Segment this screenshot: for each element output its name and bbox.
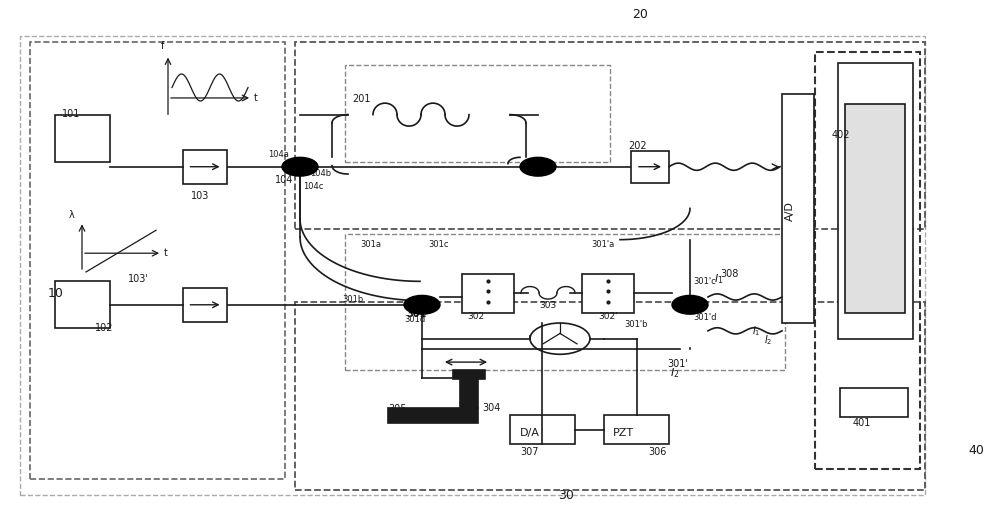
Text: $I_1$: $I_1$ bbox=[752, 325, 760, 338]
Text: 301': 301' bbox=[667, 359, 688, 369]
Text: 10: 10 bbox=[48, 287, 64, 300]
Text: 301d: 301d bbox=[404, 315, 425, 324]
Text: $I_2$: $I_2$ bbox=[670, 366, 679, 380]
Text: 304: 304 bbox=[482, 403, 500, 413]
Text: 306: 306 bbox=[648, 447, 666, 457]
Polygon shape bbox=[55, 115, 110, 162]
Text: $I_2$: $I_2$ bbox=[764, 333, 772, 347]
Text: $I_1$: $I_1$ bbox=[714, 272, 724, 286]
Text: t: t bbox=[164, 249, 168, 258]
Text: 402: 402 bbox=[832, 130, 850, 140]
Text: 201: 201 bbox=[352, 94, 370, 104]
Text: 103': 103' bbox=[128, 275, 148, 284]
Text: 301'a: 301'a bbox=[591, 240, 614, 249]
Text: 301'd: 301'd bbox=[693, 314, 716, 322]
Circle shape bbox=[672, 295, 708, 314]
Text: 301'c: 301'c bbox=[693, 277, 716, 286]
Polygon shape bbox=[582, 274, 634, 313]
Text: 103: 103 bbox=[191, 191, 209, 201]
Polygon shape bbox=[460, 375, 478, 408]
Text: 305: 305 bbox=[388, 404, 406, 414]
Circle shape bbox=[404, 295, 440, 314]
Text: 308: 308 bbox=[720, 269, 738, 279]
Text: 40: 40 bbox=[968, 444, 984, 457]
Text: 401: 401 bbox=[853, 418, 871, 428]
Text: A/D: A/D bbox=[785, 201, 795, 221]
Polygon shape bbox=[838, 63, 913, 339]
Polygon shape bbox=[182, 288, 227, 322]
Text: 303: 303 bbox=[539, 302, 557, 311]
Polygon shape bbox=[510, 415, 575, 444]
Polygon shape bbox=[631, 151, 669, 183]
Text: 101: 101 bbox=[62, 109, 80, 119]
Polygon shape bbox=[840, 388, 908, 417]
Polygon shape bbox=[845, 104, 905, 313]
Text: D/A: D/A bbox=[520, 428, 540, 438]
Text: 20: 20 bbox=[632, 8, 648, 21]
Polygon shape bbox=[182, 150, 227, 183]
Text: t: t bbox=[254, 93, 258, 103]
Polygon shape bbox=[388, 408, 478, 423]
Text: 301'b: 301'b bbox=[624, 320, 648, 329]
Text: 104: 104 bbox=[275, 176, 293, 185]
Text: λ: λ bbox=[69, 210, 75, 220]
Polygon shape bbox=[462, 274, 514, 313]
Text: 301a: 301a bbox=[360, 241, 381, 250]
Text: PZT: PZT bbox=[613, 428, 634, 438]
Polygon shape bbox=[782, 94, 814, 323]
Text: 104b: 104b bbox=[310, 169, 331, 178]
Circle shape bbox=[282, 157, 318, 176]
Text: 301b: 301b bbox=[342, 295, 363, 304]
Polygon shape bbox=[55, 281, 110, 328]
Polygon shape bbox=[453, 370, 485, 379]
Circle shape bbox=[520, 157, 556, 176]
Text: 302: 302 bbox=[467, 312, 485, 321]
Text: 104a: 104a bbox=[268, 151, 289, 159]
Text: 104c: 104c bbox=[303, 182, 323, 191]
Text: 301c: 301c bbox=[428, 241, 448, 250]
Text: 307: 307 bbox=[520, 447, 538, 457]
Text: 102: 102 bbox=[95, 323, 114, 333]
Text: 302': 302' bbox=[598, 312, 618, 321]
Text: f: f bbox=[161, 42, 165, 52]
Text: 301: 301 bbox=[406, 309, 426, 319]
Text: 30: 30 bbox=[558, 489, 574, 502]
Text: 202: 202 bbox=[628, 141, 647, 151]
Polygon shape bbox=[604, 415, 669, 444]
